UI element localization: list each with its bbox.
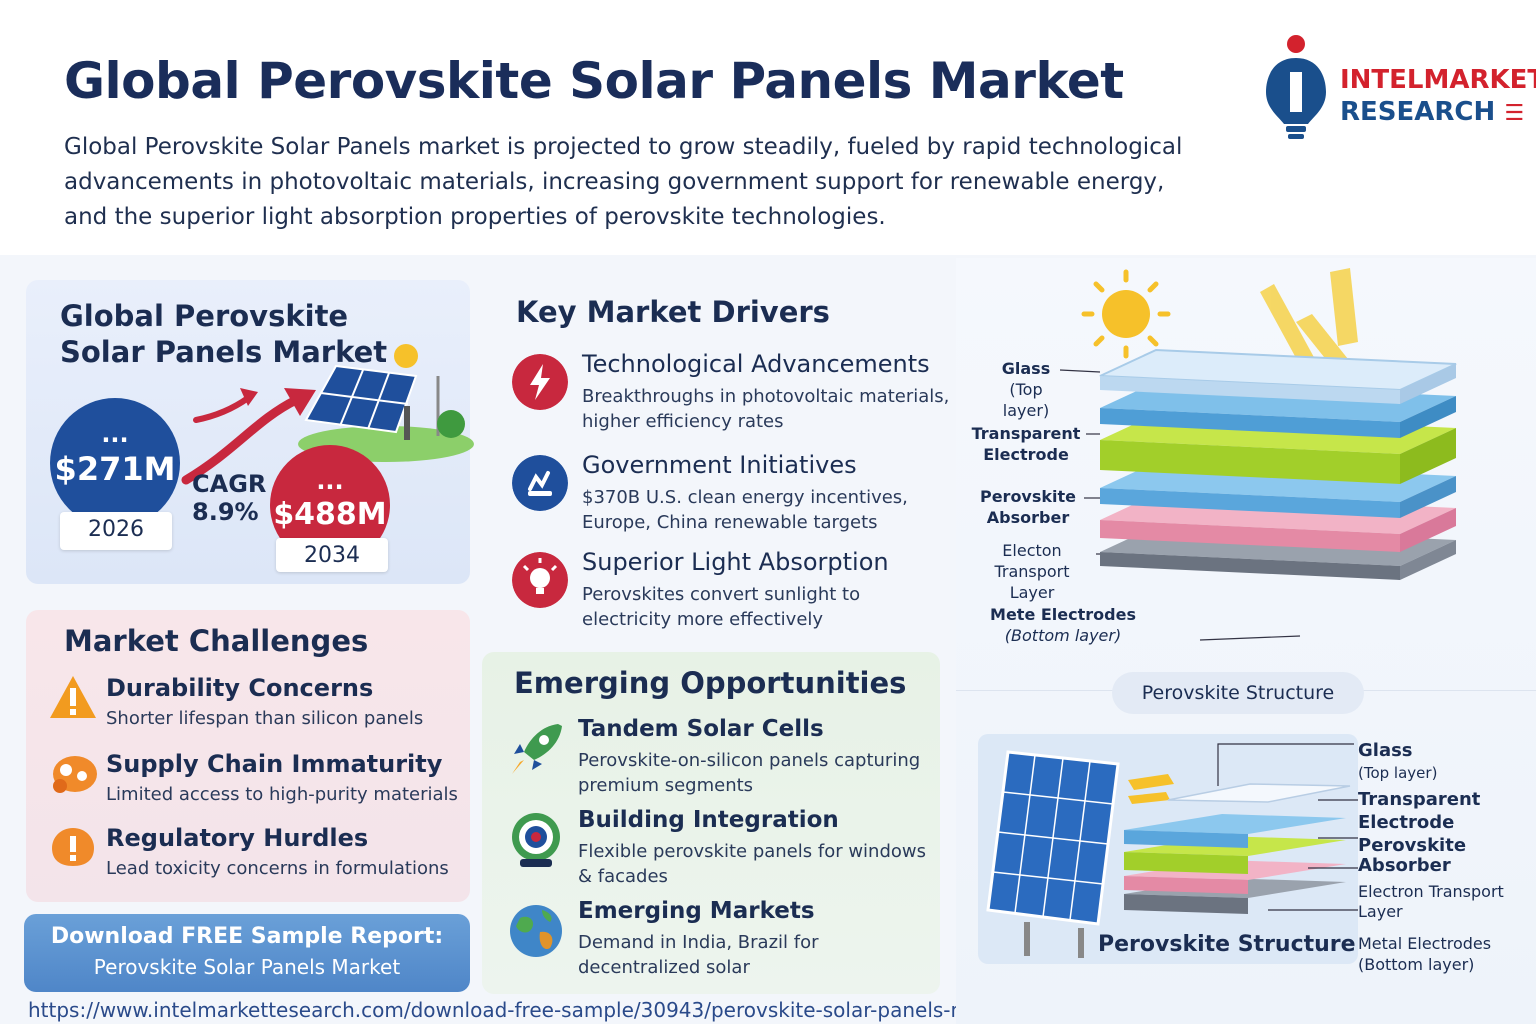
layer-label: Transparent Electrode (971, 424, 1081, 464)
layer-label: Perovskite Absorber (979, 487, 1077, 527)
driver-title: Superior Light Absorption (582, 548, 889, 576)
sun-ray-icon (1128, 774, 1174, 804)
opportunity-title: Emerging Markets (578, 898, 815, 924)
challenge-desc: Lead toxicity concerns in formulations (106, 858, 449, 879)
challenges-title: Market Challenges (64, 624, 369, 658)
driver-desc: $370B U.S. clean energy incentives, Euro… (582, 487, 908, 533)
growth-arrow-icon (181, 388, 316, 485)
rocket-icon (512, 724, 562, 774)
challenge-title: Durability Concerns (106, 674, 374, 702)
challenge-desc: Limited access to high-purity materials (106, 784, 458, 805)
layer-sublabel: Electrode (1358, 812, 1455, 833)
lightning-icon (512, 354, 568, 410)
layer-sublabel: (Top layer) (1358, 764, 1438, 782)
layer-sublabel: Layer (1358, 902, 1403, 921)
layer-label: Perovskite (1358, 835, 1467, 856)
layer-sublabel: Absorber (1358, 855, 1451, 876)
drivers-title: Key Market Drivers (516, 295, 830, 329)
challenge-desc: Shorter lifespan than silicon panels (106, 708, 424, 729)
opportunity-desc: Perovskite-on-silicon panels capturing p… (578, 750, 921, 796)
cagr-text: CAGR 8.9% (192, 470, 267, 526)
driver-desc: Perovskites convert sunlight to electric… (582, 584, 861, 630)
government-icon (512, 455, 568, 511)
opportunity-desc: Demand in India, Brazil for decentralize… (578, 932, 819, 978)
opportunities-title: Emerging Opportunities (514, 666, 907, 700)
challenge-title: Regulatory Hurdles (106, 824, 369, 852)
supply-chain-icon (53, 756, 97, 793)
driver-title: Government Initiatives (582, 451, 857, 479)
globe-icon (510, 905, 562, 957)
download-line-1: Download FREE Sample Report: (50, 924, 444, 949)
layer-label: Glass (1358, 740, 1413, 761)
layer-label: Mete Electrodes (Bottom layer) (990, 605, 1136, 645)
emerging-opportunities-card: Emerging Opportunities Tandem Solar Cell… (482, 652, 940, 994)
layer-label: Transparent (1358, 789, 1481, 810)
solar-panel-icon (298, 344, 474, 462)
market-value-2026-bubble: ... $271M (50, 398, 180, 528)
brand-logo[interactable]: INTELMARKET RESEARCH ☰ (1262, 34, 1536, 144)
perovskite-layer-stack-diagram (1060, 268, 1457, 641)
layer-sublabel: (Bottom layer) (1358, 955, 1475, 974)
header (0, 0, 1536, 255)
logo-line-1: INTELMARKET (1340, 65, 1536, 95)
market-value-2034: $488M (273, 497, 387, 532)
market-card-title: Global Perovskite Solar Panels Market (60, 299, 388, 369)
warning-icon (50, 676, 96, 718)
opportunity-desc: Flexible perovskite panels for windows &… (578, 841, 926, 887)
structure-caption: Perovskite Structure (1098, 932, 1356, 957)
market-value-2026: $271M (54, 450, 176, 488)
page-title: Global Perovskite Solar Panels Market (64, 52, 1124, 110)
report-url-link[interactable]: https://www.intelmarkettesearch.com/down… (28, 998, 1022, 1022)
challenge-title: Supply Chain Immaturity (106, 750, 443, 778)
driver-title: Technological Advancements (582, 350, 930, 378)
logo-line-2: RESEARCH ☰ (1340, 97, 1525, 127)
driver-desc: Breakthroughs in photovoltaic materials,… (582, 386, 950, 432)
opportunity-title: Tandem Solar Cells (578, 716, 824, 742)
layer-label: Glass (Top layer) (1001, 359, 1051, 420)
lightbulb-logo-icon (1266, 35, 1326, 139)
structure-caption-pill: Perovskite Structure (1112, 672, 1364, 714)
download-sample-button[interactable]: Download FREE Sample Report: Perovskite … (24, 914, 470, 992)
year-2026-label: 2026 (60, 512, 172, 550)
download-line-2: Perovskite Solar Panels Market (93, 955, 401, 979)
market-challenges-card: Market Challenges Durability Concerns Sh… (26, 610, 470, 902)
target-icon (512, 813, 560, 867)
lightbulb-icon (512, 552, 568, 608)
layer-label: Metal Electrodes (1358, 934, 1492, 953)
solar-panel-layer-diagram (978, 734, 1358, 964)
page-subtitle: Global Perovskite Solar Panels market is… (64, 134, 1183, 230)
opportunity-title: Building Integration (578, 807, 839, 833)
layer-label: Electron Transport (1358, 882, 1504, 901)
sun-icon (1081, 269, 1171, 359)
year-2034-label: 2034 (276, 538, 388, 572)
market-size-card: Global Perovskite Solar Panels Market ...… (26, 280, 474, 584)
layer-label: Electon Transport Layer (994, 541, 1070, 602)
alert-icon (52, 828, 94, 866)
